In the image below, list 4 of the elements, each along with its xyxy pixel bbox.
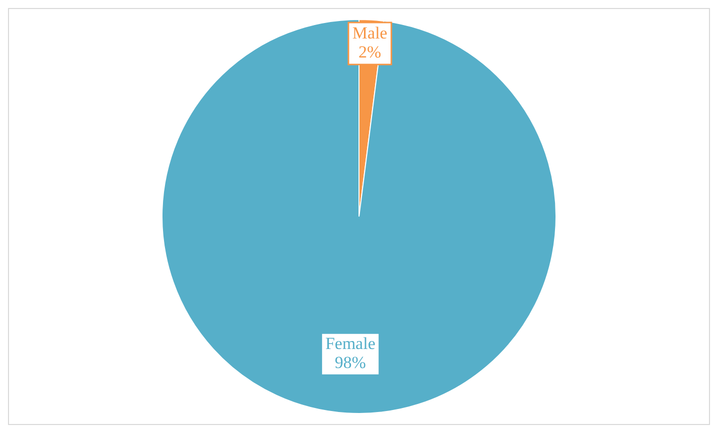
- slice-label: Female: [325, 334, 376, 354]
- data-label: 2%: [358, 42, 382, 62]
- data-label: 98%: [334, 353, 366, 372]
- slice-label: Male: [352, 23, 388, 42]
